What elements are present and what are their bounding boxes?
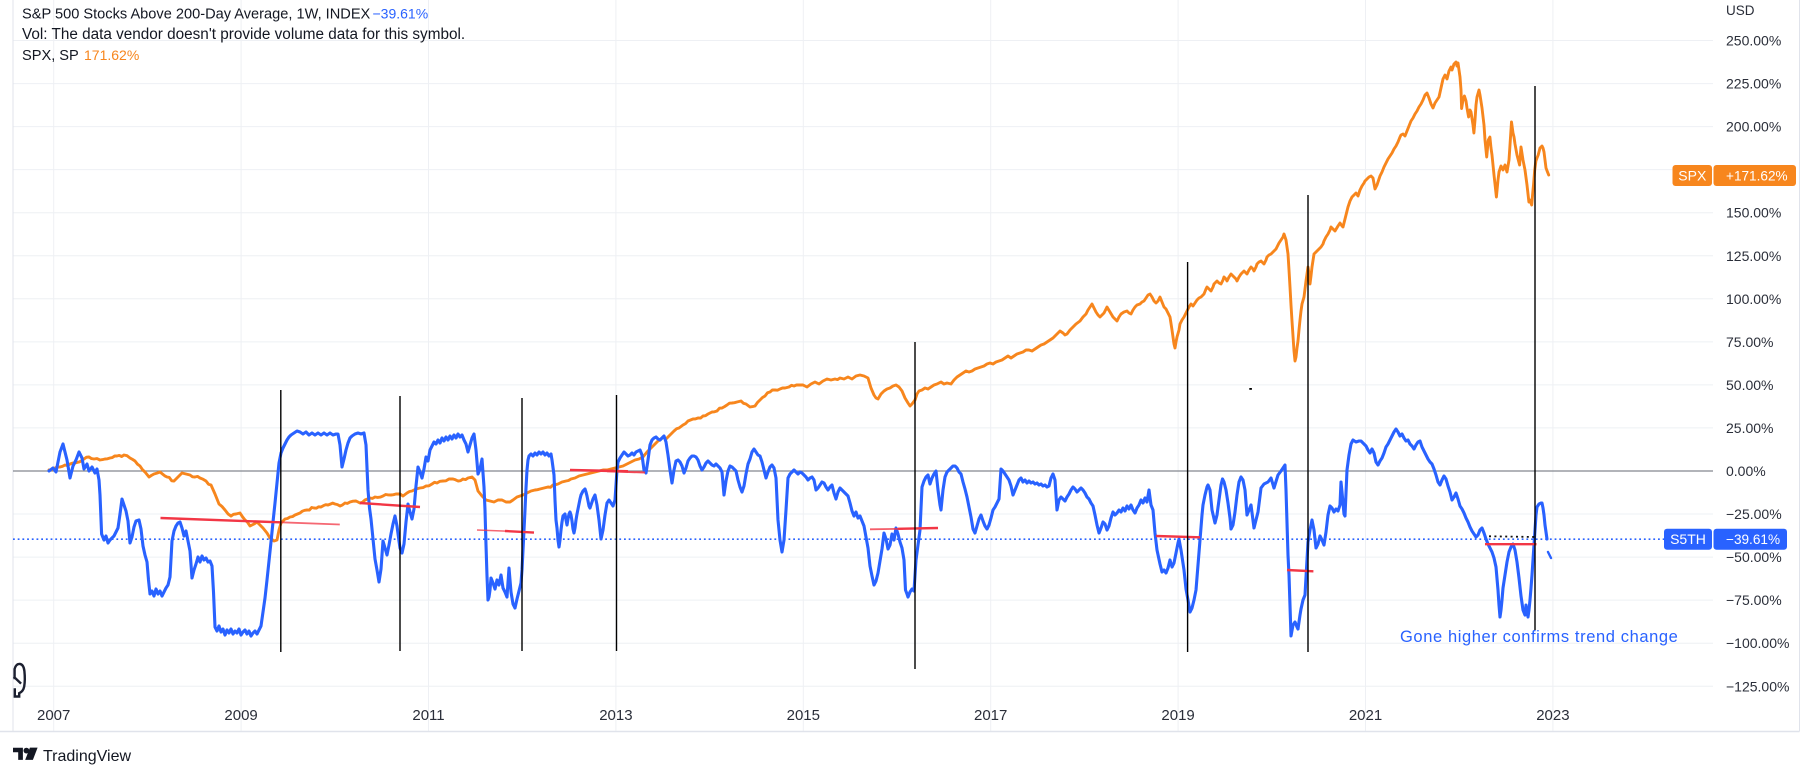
svg-text:S5TH: S5TH bbox=[1670, 531, 1706, 547]
svg-text:Vol: The data vendor doesn't p: Vol: The data vendor doesn't provide vol… bbox=[22, 26, 465, 43]
svg-text:100.00%: 100.00% bbox=[1726, 291, 1781, 307]
svg-text:SPX: SPX bbox=[1678, 167, 1707, 183]
svg-text:125.00%: 125.00% bbox=[1726, 248, 1781, 264]
svg-text:2011: 2011 bbox=[412, 707, 444, 724]
svg-text:0.00%: 0.00% bbox=[1726, 463, 1766, 479]
svg-text:−25.00%: −25.00% bbox=[1726, 506, 1782, 522]
svg-text:−125.00%: −125.00% bbox=[1726, 678, 1789, 694]
svg-text:150.00%: 150.00% bbox=[1726, 205, 1781, 221]
svg-text:SPX, SP: SPX, SP bbox=[22, 48, 79, 64]
svg-text:−50.00%: −50.00% bbox=[1726, 549, 1782, 565]
svg-text:2009: 2009 bbox=[224, 707, 257, 724]
svg-text:+171.62%: +171.62% bbox=[1726, 168, 1788, 183]
svg-text:225.00%: 225.00% bbox=[1726, 76, 1781, 92]
svg-text:75.00%: 75.00% bbox=[1726, 334, 1773, 350]
svg-text:2021: 2021 bbox=[1349, 707, 1382, 724]
svg-text:TradingView: TradingView bbox=[43, 748, 131, 765]
svg-text:−75.00%: −75.00% bbox=[1726, 592, 1782, 608]
svg-text:2015: 2015 bbox=[787, 707, 820, 724]
svg-text:Gone higher confirms trend cha: Gone higher confirms trend change bbox=[1400, 628, 1678, 646]
svg-text:2019: 2019 bbox=[1161, 707, 1194, 724]
svg-text:2007: 2007 bbox=[37, 707, 70, 724]
svg-text:USD: USD bbox=[1726, 3, 1755, 18]
svg-text:−100.00%: −100.00% bbox=[1726, 635, 1789, 651]
svg-text:−39.61%: −39.61% bbox=[373, 5, 429, 21]
svg-text:S&P 500 Stocks Above 200-Day A: S&P 500 Stocks Above 200-Day Average, 1W… bbox=[22, 6, 371, 22]
svg-text:2023: 2023 bbox=[1536, 707, 1569, 724]
svg-text:2013: 2013 bbox=[599, 707, 632, 724]
svg-text:2017: 2017 bbox=[974, 707, 1007, 724]
svg-text:50.00%: 50.00% bbox=[1726, 377, 1773, 393]
svg-text:171.62%: 171.62% bbox=[84, 47, 139, 63]
svg-text:25.00%: 25.00% bbox=[1726, 420, 1773, 436]
svg-text:200.00%: 200.00% bbox=[1726, 119, 1781, 135]
svg-text:−39.61%: −39.61% bbox=[1726, 532, 1780, 547]
svg-text:250.00%: 250.00% bbox=[1726, 33, 1781, 49]
